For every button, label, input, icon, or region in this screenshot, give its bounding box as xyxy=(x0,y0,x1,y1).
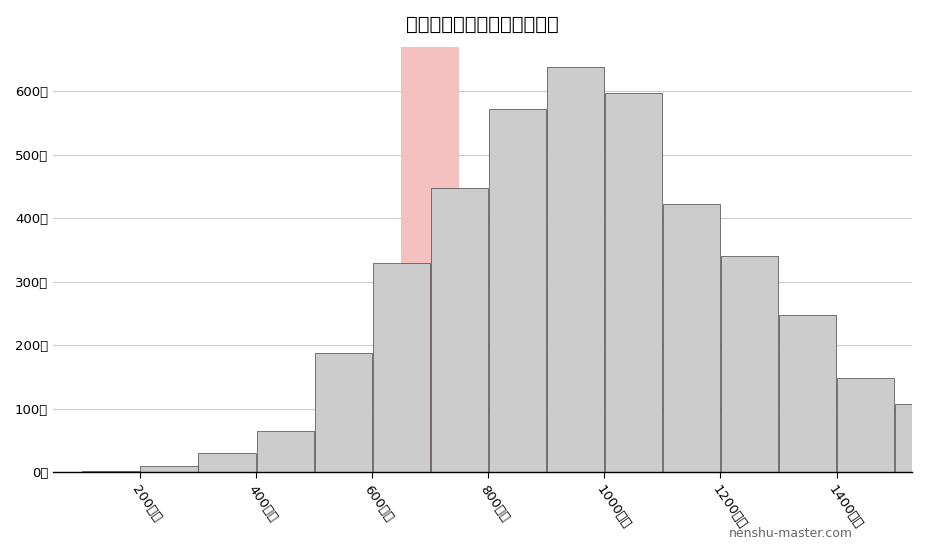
Bar xyxy=(401,47,460,472)
Bar xyxy=(663,203,720,472)
Bar xyxy=(721,256,779,472)
Bar xyxy=(604,93,662,472)
Bar xyxy=(489,109,546,472)
Bar xyxy=(83,471,140,472)
Bar xyxy=(895,404,927,472)
Title: 木村化工機の年収ポジション: 木村化工機の年収ポジション xyxy=(406,15,559,34)
Bar xyxy=(141,466,197,472)
Bar xyxy=(779,315,836,472)
Bar xyxy=(837,378,895,472)
Bar xyxy=(198,453,256,472)
Text: nenshu-master.com: nenshu-master.com xyxy=(729,527,853,540)
Bar xyxy=(373,263,430,472)
Bar xyxy=(547,67,604,472)
Bar xyxy=(431,188,489,472)
Bar xyxy=(314,353,372,472)
Bar xyxy=(257,431,314,472)
